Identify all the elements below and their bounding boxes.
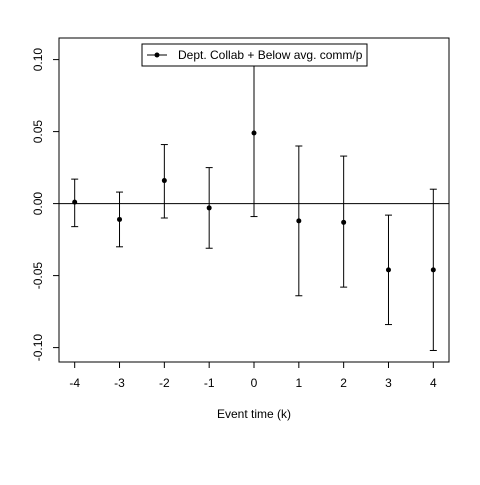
data-point-k1	[296, 218, 302, 224]
data-point-k-3	[117, 216, 123, 222]
legend-box	[141, 43, 368, 67]
x-axis-title: Event time (k)	[217, 407, 291, 421]
x-tick-label: 1	[295, 376, 302, 390]
legend-label: Dept. Collab + Below avg. comm/p	[178, 48, 363, 62]
x-tick-label: -2	[159, 376, 170, 390]
y-tick-label: 0.10	[31, 48, 45, 72]
legend-marker-swatch	[154, 52, 160, 58]
x-tick-label: -3	[114, 376, 125, 390]
x-tick-label: 4	[430, 376, 437, 390]
data-point-k0	[251, 130, 257, 136]
data-point-k3	[385, 267, 391, 273]
x-tick-label: 0	[251, 376, 258, 390]
y-tick-label: 0.05	[31, 120, 45, 144]
x-tick-label: -1	[204, 376, 215, 390]
x-tick-label: -4	[69, 376, 80, 390]
x-tick-label: 2	[340, 376, 347, 390]
y-tick-label: -0.10	[31, 334, 45, 362]
x-tick-label: 3	[385, 376, 392, 390]
data-point-k4	[430, 267, 436, 273]
data-point-k2	[341, 219, 347, 225]
data-point-k-2	[161, 178, 167, 184]
data-point-k-4	[72, 199, 78, 205]
y-tick-label: -0.05	[31, 262, 45, 290]
data-point-k-1	[206, 205, 212, 211]
y-tick-label: 0.00	[31, 192, 45, 216]
